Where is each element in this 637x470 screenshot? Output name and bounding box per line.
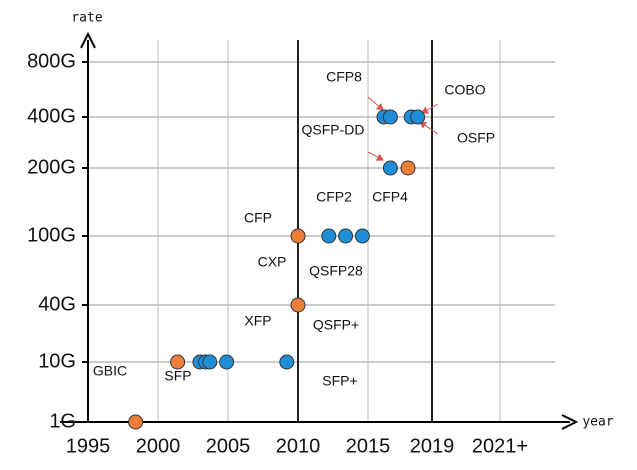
y-axis-label: rate (71, 11, 102, 26)
annotation: CFP4 (372, 189, 408, 205)
point (338, 228, 354, 244)
annotation: SFP (164, 368, 191, 384)
point (170, 354, 186, 370)
x-tick-label: 2019 (410, 435, 455, 457)
annotation: CXP (258, 254, 287, 270)
point (354, 228, 370, 244)
point (321, 228, 337, 244)
annotation: SFP+ (322, 373, 357, 389)
x-arrow (561, 414, 579, 430)
y-arrow (80, 31, 96, 49)
point (290, 297, 306, 313)
point (410, 109, 426, 125)
x-tick-label: 2021+ (472, 435, 528, 457)
y-tick-label: 400G (27, 105, 76, 127)
annotation: QSFP+ (313, 317, 359, 333)
y-tick-label: 200G (27, 156, 76, 178)
x-tick-label: 2015 (346, 435, 391, 457)
y-tick-label: 100G (27, 224, 76, 246)
x-tick-label: 1995 (66, 435, 111, 457)
y-tick-label: 40G (38, 293, 76, 315)
annotation: CFP (244, 210, 272, 226)
annotation: QSFP28 (309, 263, 363, 279)
y-tick-label: 10G (38, 350, 76, 372)
point (400, 160, 416, 176)
annotation: CFP2 (316, 189, 352, 205)
point (279, 354, 295, 370)
annotation: QSFP-DD (302, 122, 365, 138)
pointer-arrows (367, 96, 439, 161)
x-tick-label: 2000 (136, 435, 181, 457)
annotation: OSFP (457, 130, 495, 146)
point (382, 160, 398, 176)
point (128, 414, 144, 430)
point (219, 354, 235, 370)
x-tick-label: 2010 (276, 435, 321, 457)
y-tick-label: 800G (27, 50, 76, 72)
point (290, 228, 306, 244)
x-tick-label: 2005 (206, 435, 251, 457)
annotation: GBIC (93, 363, 127, 379)
annotation: XFP (244, 313, 271, 329)
x-axis-label: year (582, 415, 613, 430)
y-tick-label: 1G (49, 410, 76, 432)
point (382, 109, 398, 125)
annotation: CFP8 (326, 69, 362, 85)
point (202, 354, 218, 370)
annotation: COBO (444, 82, 485, 98)
